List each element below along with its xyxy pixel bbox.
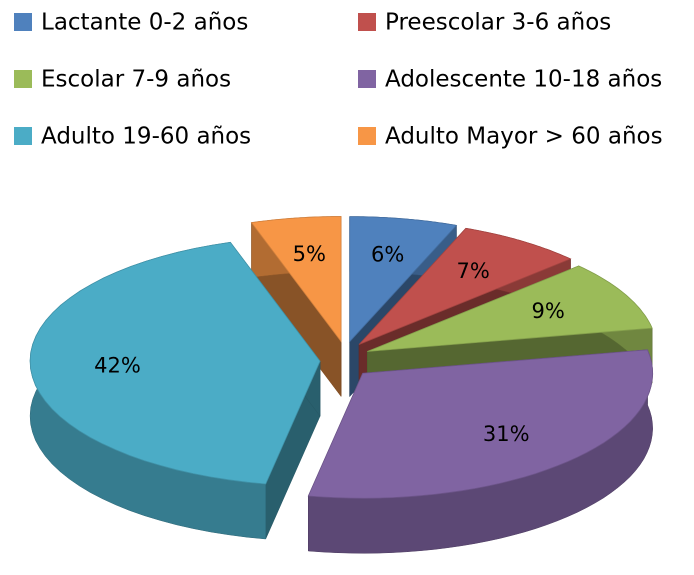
legend-label: Escolar 7-9 años <box>41 67 231 93</box>
data-label: 42% <box>94 354 141 378</box>
data-label: 5% <box>293 242 326 266</box>
legend-label: Adulto Mayor > 60 años <box>385 124 663 150</box>
slice-top <box>367 265 653 352</box>
slice <box>307 349 654 554</box>
slice <box>29 241 321 540</box>
slice <box>250 216 342 398</box>
slice-top <box>349 216 458 343</box>
legend-label: Adulto 19-60 años <box>41 124 251 150</box>
legend-swatch <box>358 127 376 145</box>
slice-top <box>358 227 572 345</box>
legend-label: Preescolar 3-6 años <box>385 10 611 36</box>
data-label: 7% <box>456 259 489 283</box>
legend-label: Lactante 0-2 años <box>41 10 248 36</box>
data-label: 31% <box>483 422 530 446</box>
legend-label: Adolescente 10-18 años <box>385 67 662 93</box>
legend-swatch <box>14 127 32 145</box>
slice-top <box>29 241 321 485</box>
legend-swatch <box>14 13 32 31</box>
slice-top <box>250 216 342 343</box>
data-label: 9% <box>531 299 564 323</box>
legend-swatch <box>358 13 376 31</box>
data-label: 6% <box>371 243 404 267</box>
legend-swatch <box>358 70 376 88</box>
legend-swatch <box>14 70 32 88</box>
slice-top <box>307 349 654 499</box>
